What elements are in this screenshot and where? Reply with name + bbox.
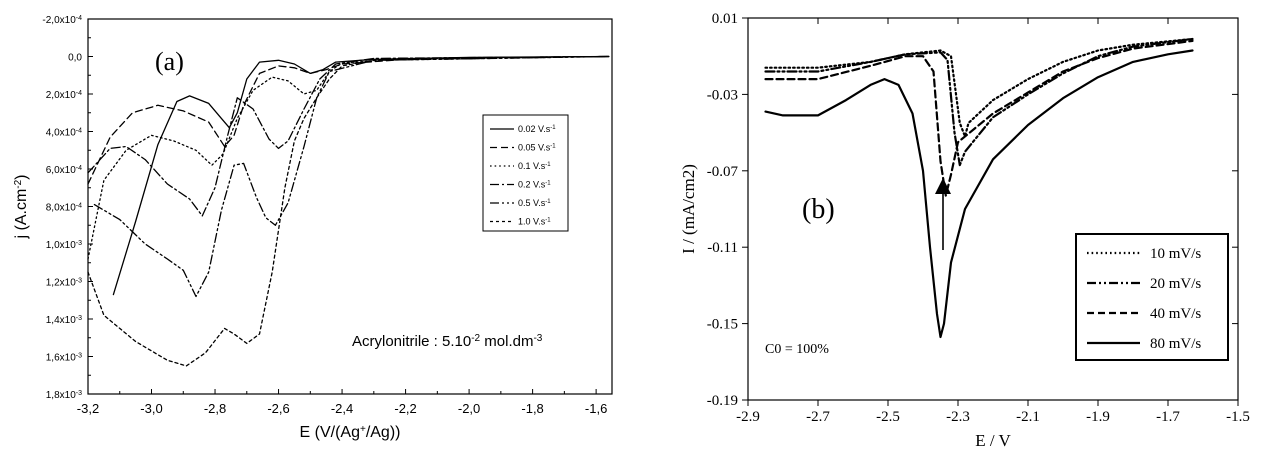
x-tick-label-b: -1.9 [1086, 409, 1110, 425]
x-axis-label-a: E (V/(Ag+/Ag)) [300, 424, 401, 442]
y-tick-label-b: -0.19 [707, 393, 738, 409]
y-tick-label-a: -2,0x10-4 [42, 15, 82, 27]
y-tick-label-a: 1,2x10-3 [46, 277, 82, 289]
y-tick-label-a: 1,6x10-3 [46, 352, 82, 364]
legend-label-a: 0.5 V.s-1 [518, 198, 551, 208]
legend-label-a: 0.05 V.s-1 [518, 143, 556, 153]
x-tick-label-a: -2,4 [331, 401, 353, 416]
y-tick-label-a: 0,0 [68, 53, 82, 64]
series-line-a [112, 55, 610, 296]
y-tick-label-b: -0.15 [707, 317, 738, 333]
legend-box-a [482, 114, 569, 232]
x-tick-label-a: -2,6 [267, 401, 289, 416]
panel-b-chart: -2.9 -2.7 -2.5 -2.3 -2.1 -1.9 -1.7 -1.5 0.01 -0.0… [679, 11, 1250, 450]
series-line-b [764, 49, 1194, 339]
legend-label-b: 40 mV/s [1150, 306, 1201, 322]
series-line-a [87, 55, 610, 185]
x-tick-label-b: -2.1 [1016, 409, 1040, 425]
y-tick-label-a: 1,8x10-3 [46, 390, 82, 402]
y-tick-label-a: 1,4x10-3 [46, 315, 82, 327]
y-tick-label-a: 8,0x10-4 [46, 202, 82, 214]
series-line-a [87, 55, 610, 217]
legend-label-b: 10 mV/s [1150, 246, 1201, 262]
x-tick-label-a: -1,8 [521, 401, 543, 416]
legend-label-a: 1.0 V.s-1 [518, 217, 551, 227]
x-tick-label-a: -2,8 [204, 401, 226, 416]
y-tick-label-b: -0.11 [707, 240, 738, 256]
legend-label-a: 0.2 V.s-1 [518, 180, 551, 190]
plot-frame-b [747, 17, 1239, 401]
panel-label-b: (b) [802, 194, 835, 225]
y-tick-label-a: 2,0x10-4 [46, 90, 82, 102]
panel-a-chart: -3,2 -3,0 -2,8 -2,6 -2,4 -2,2 -2,0 -1,8 -1,6 -2,0… [13, 15, 613, 442]
x-tick-label-a: -3,2 [77, 401, 99, 416]
x-tick-label-b: -2.5 [876, 409, 900, 425]
legend-label-b: 20 mV/s [1150, 276, 1201, 292]
x-tick-label-a: -2,2 [394, 401, 416, 416]
x-tick-label-b: -2.3 [946, 409, 970, 425]
legend-label-a: 0.02 V.s-1 [518, 124, 556, 134]
x-tick-label-a: -1,6 [585, 401, 607, 416]
y-axis-label-b: I / (mA/cm2) [679, 164, 698, 254]
series-line-b [764, 37, 1194, 167]
annotation-a: Acrylonitrile : 5.10-2 mol.dm-3 [352, 333, 543, 351]
series-line-b [764, 37, 1194, 138]
series-line-a [87, 55, 610, 367]
x-axis-label-b: E / V [975, 431, 1011, 450]
legend-label-b: 80 mV/s [1150, 336, 1201, 352]
y-tick-label-a: 4,0x10-4 [46, 127, 82, 139]
x-tick-label-a: -3,0 [140, 401, 162, 416]
legend-label-a: 0.1 V.s-1 [518, 161, 551, 171]
y-tick-label-b: 0.01 [712, 11, 738, 27]
x-tick-label-b: -1.5 [1226, 409, 1250, 425]
x-tick-label-a: -2,0 [458, 401, 480, 416]
series-line-a [87, 55, 610, 260]
panel-label-a: (a) [155, 47, 184, 76]
y-axis-label-a: j (A.cm-2) [13, 174, 31, 239]
x-tick-label-b: -2.9 [736, 409, 760, 425]
legend-box-b [1075, 233, 1229, 361]
x-tick-label-b: -2.7 [806, 409, 830, 425]
y-tick-label-a: 1,0x10-3 [46, 240, 82, 252]
annotation-b: C0 = 100% [765, 342, 829, 357]
y-tick-label-b: -0.03 [707, 87, 738, 103]
x-tick-label-b: -1.7 [1156, 409, 1180, 425]
y-tick-label-b: -0.07 [707, 164, 739, 180]
y-tick-label-a: 6,0x10-4 [46, 165, 82, 177]
